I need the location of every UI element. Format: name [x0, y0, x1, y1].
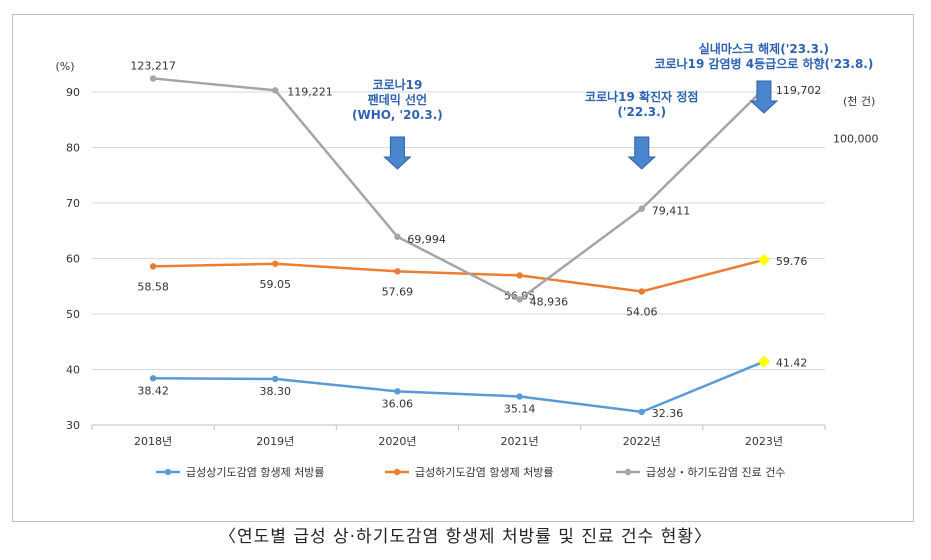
data-label: 59.05 — [260, 278, 292, 291]
data-point — [394, 388, 401, 395]
data-label: 35.14 — [504, 402, 536, 415]
data-point — [516, 272, 523, 279]
legend-swatch-marker — [393, 468, 401, 476]
data-label: 36.06 — [382, 397, 414, 410]
data-label: 57.69 — [382, 285, 414, 298]
y-tick-label: 60 — [66, 253, 80, 266]
annotation-arrow — [749, 80, 779, 114]
y-right-unit: (천 건) — [843, 94, 875, 108]
data-label: 59.76 — [776, 255, 808, 268]
data-label: 54.06 — [626, 305, 658, 318]
data-label: 69,994 — [407, 233, 446, 246]
legend-label: 급성상기도감염 항생제 처방률 — [186, 466, 325, 479]
legend-swatch-marker — [624, 468, 632, 476]
annotation-text: 코로나19 감염병 4등급으로 하향('23.8.) — [654, 56, 873, 71]
y-tick-label: 70 — [66, 197, 80, 210]
data-point — [272, 87, 279, 94]
highlight-point — [757, 253, 770, 266]
data-label: 41.42 — [776, 357, 808, 370]
chart-caption: 〈연도별 급성 상·하기도감염 항생제 처방률 및 진료 건수 현황〉 — [219, 527, 712, 547]
legend-label: 급성하기도감염 항생제 처방률 — [415, 465, 554, 479]
annotation-arrow — [383, 136, 412, 170]
data-label: 119,702 — [776, 84, 822, 97]
data-label: 58.58 — [137, 280, 169, 293]
y-tick-label: 50 — [66, 308, 80, 321]
data-point — [149, 263, 157, 270]
chart-frame: 30 40 50 60 70 80 90 (%) 2018년 2019년 2020년 2021년 202… — [12, 14, 914, 522]
data-point — [149, 75, 157, 82]
y-left-unit: (%) — [55, 60, 74, 73]
y-tick-label: 40 — [66, 364, 80, 377]
x-tick-label: 2022년 — [623, 435, 661, 448]
data-point — [516, 393, 523, 400]
series-line — [153, 258, 765, 293]
legend-label: 급성상・하기도감염 진료 건수 — [646, 465, 785, 479]
annotation-text: 코로나19 — [373, 77, 423, 92]
x-tick-label: 2019년 — [256, 435, 294, 448]
highlight-point — [757, 355, 770, 368]
data-label: 79,411 — [652, 205, 691, 218]
y-right-tick-label: 100,000 — [833, 133, 879, 146]
x-tick-label: 2023년 — [745, 435, 783, 448]
x-tick-label: 2018년 — [134, 435, 172, 448]
annotation-text: 실내마스크 해제('23.3.) — [699, 41, 829, 56]
annotation-text: 코로나19 확진자 정점 — [585, 89, 698, 104]
y-tick-label: 80 — [66, 142, 80, 155]
data-point — [149, 375, 157, 382]
series-line — [153, 360, 765, 414]
annotation-text: 팬데믹 선언 — [368, 92, 427, 107]
data-point — [394, 268, 401, 275]
line-chart: 30 40 50 60 70 80 90 (%) 2018년 2019년 2020년 2021년 202… — [55, 41, 879, 479]
data-point — [394, 233, 401, 240]
data-label: 119,221 — [287, 85, 333, 98]
data-point — [638, 288, 645, 295]
y-tick-label: 90 — [66, 86, 80, 99]
data-point — [516, 296, 523, 303]
legend-swatch-marker — [164, 468, 172, 476]
data-point — [638, 205, 645, 212]
data-label: 38.30 — [260, 385, 292, 398]
data-point — [272, 260, 279, 267]
data-label: 32.36 — [652, 407, 684, 420]
data-label: 48,936 — [530, 295, 569, 308]
annotation-arrow — [627, 136, 657, 170]
data-point — [272, 375, 279, 383]
x-tick-label: 2020년 — [378, 435, 416, 448]
annotation-text: ('22.3.) — [617, 105, 666, 119]
y-tick-label: 30 — [66, 419, 80, 432]
data-label: 38.42 — [137, 384, 169, 397]
data-label: 123,217 — [130, 59, 176, 72]
x-tick-label: 2021년 — [501, 435, 539, 448]
annotation-text: (WHO, '20.3.) — [352, 108, 443, 122]
data-point — [638, 408, 645, 416]
series-line — [152, 77, 765, 301]
